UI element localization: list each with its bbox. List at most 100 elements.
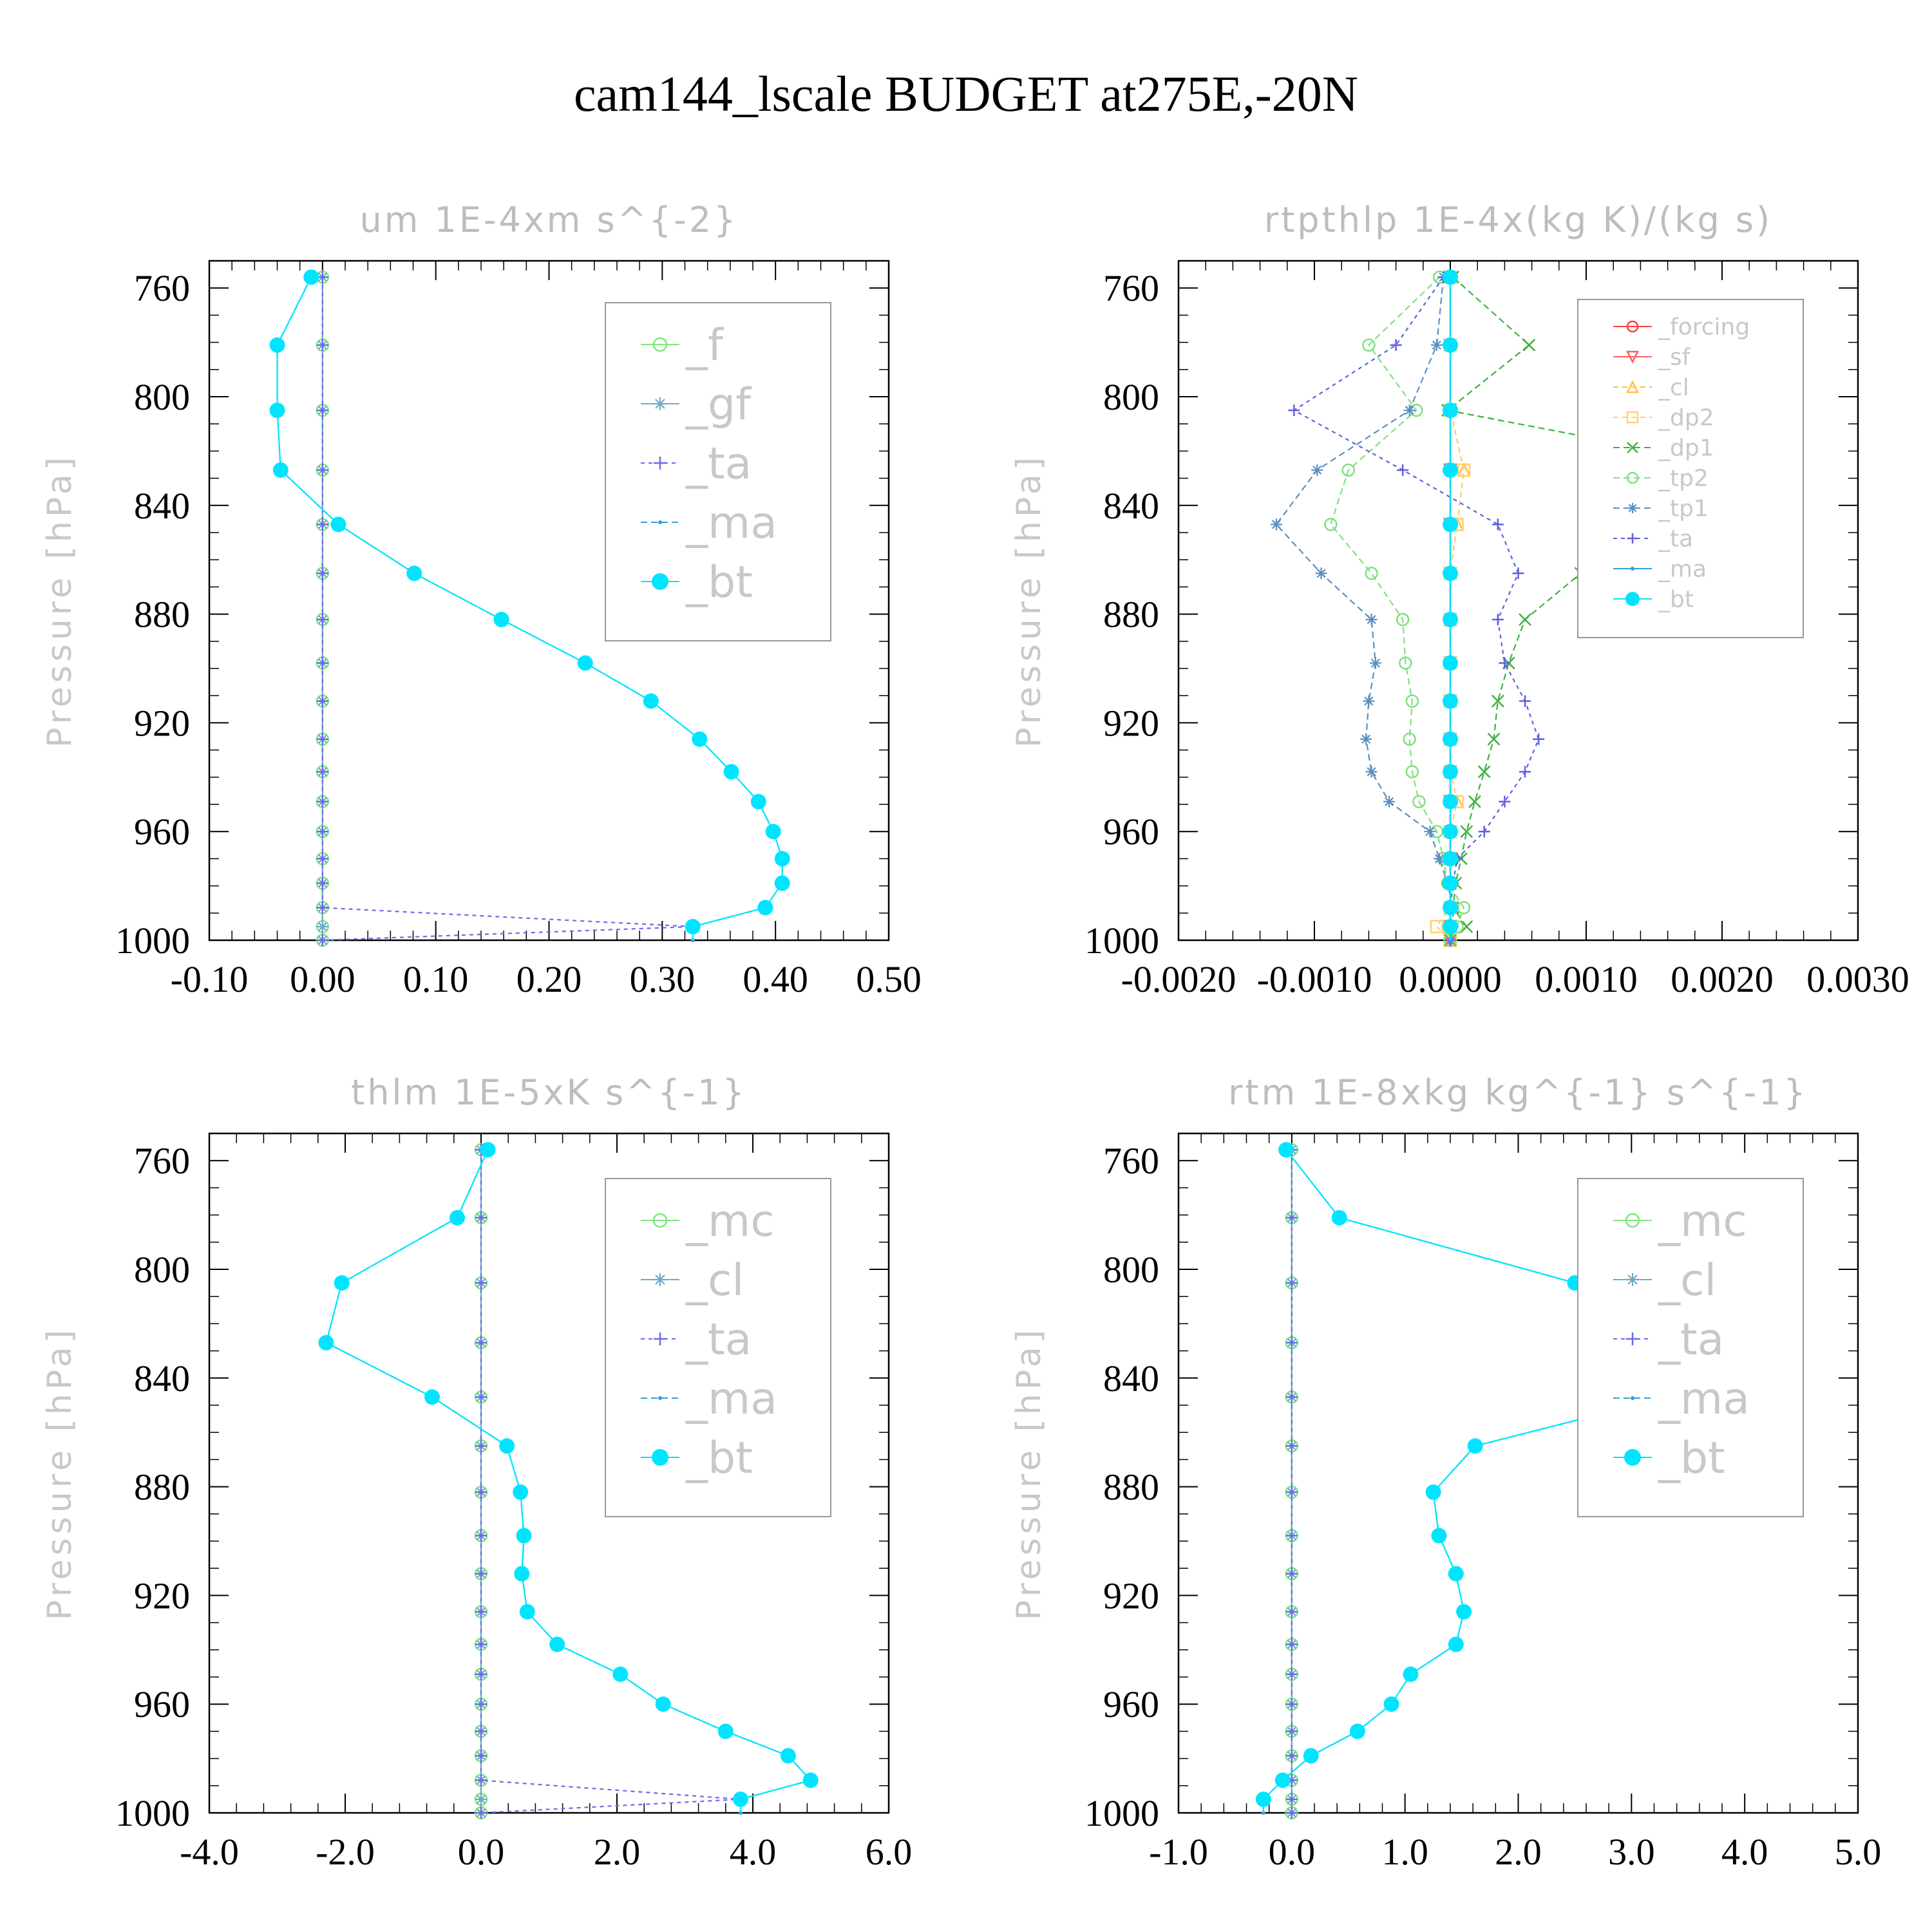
data-point bbox=[1626, 320, 1639, 333]
data-point bbox=[1443, 693, 1458, 709]
data-point bbox=[269, 337, 285, 353]
x-tick-label: 0.0030 bbox=[1806, 958, 1909, 1000]
panels: um 1E-4xm s^{-2}Pressure [hPa]-0.10 0.00 0… bbox=[41, 200, 1909, 1873]
data-point bbox=[1522, 338, 1536, 352]
x-tick-label: -0.0020 bbox=[1121, 958, 1236, 1000]
x-tick-label: 2.0 bbox=[1495, 1831, 1542, 1873]
data-point bbox=[475, 1440, 487, 1452]
data-point bbox=[1443, 918, 1458, 934]
legend-label: _ta bbox=[1658, 526, 1693, 553]
data-point bbox=[316, 733, 328, 745]
data-point bbox=[1424, 826, 1436, 838]
data-point bbox=[1278, 1142, 1294, 1158]
y-tick-label: 840 bbox=[1103, 1358, 1159, 1399]
data-point bbox=[1478, 826, 1490, 838]
legend-label: _bt bbox=[1658, 587, 1694, 613]
x-tick-label: -0.0010 bbox=[1257, 958, 1372, 1000]
data-point bbox=[774, 875, 790, 891]
data-point bbox=[643, 693, 659, 709]
data-point bbox=[1443, 402, 1458, 419]
chart-panel-4: rtm 1E-8xkg kg^{-1} s^{-1} Pressure [hPa]… bbox=[1010, 1072, 1881, 1873]
y-tick-label: 880 bbox=[134, 594, 190, 636]
data-point bbox=[757, 900, 773, 916]
data-point bbox=[475, 1336, 487, 1349]
x-tick-label: 0.0010 bbox=[1535, 958, 1638, 1000]
y-tick-label: 1000 bbox=[1084, 1792, 1159, 1834]
legend-label: _ta bbox=[685, 439, 752, 489]
data-point bbox=[733, 1791, 749, 1807]
data-point bbox=[1285, 1793, 1298, 1805]
series-tp2 bbox=[1324, 270, 1471, 947]
legend-label: _cl bbox=[1658, 375, 1689, 401]
y-tick-label: 1000 bbox=[115, 920, 190, 961]
data-point bbox=[1631, 1396, 1634, 1400]
data-point bbox=[1443, 655, 1458, 671]
data-point bbox=[475, 1567, 487, 1580]
x-tick-label: 0.50 bbox=[856, 958, 922, 1000]
y-tick-label: 760 bbox=[134, 267, 190, 309]
series-line bbox=[1330, 276, 1465, 941]
x-tick-label: 4.0 bbox=[1721, 1831, 1768, 1873]
data-point bbox=[1443, 875, 1458, 891]
data-point bbox=[1631, 567, 1634, 571]
y-tick-label: 760 bbox=[1103, 1140, 1159, 1182]
data-point bbox=[475, 1391, 487, 1403]
x-tick-label: 0.40 bbox=[743, 958, 808, 1000]
data-point bbox=[1626, 411, 1639, 424]
data-point bbox=[658, 1396, 662, 1400]
data-point bbox=[513, 1484, 529, 1501]
legend-box bbox=[1577, 299, 1804, 638]
panel-title: rtpthlp 1E-4x(kg K)/(kg s) bbox=[1264, 200, 1772, 240]
chart-panel-2: rtpthlp 1E-4x(kg K)/(kg s) Pressure [hPa]… bbox=[1010, 200, 1909, 1000]
data-point bbox=[1285, 1486, 1298, 1499]
series-line bbox=[1293, 276, 1540, 940]
legend-label: _mc bbox=[1658, 1196, 1747, 1247]
data-point bbox=[1285, 1807, 1298, 1819]
data-point bbox=[475, 1725, 487, 1738]
data-point bbox=[1627, 503, 1638, 513]
legend-label: _ma bbox=[685, 1374, 777, 1425]
data-point bbox=[1288, 404, 1300, 417]
legend-box bbox=[605, 1178, 831, 1517]
series-ta bbox=[475, 1144, 747, 1819]
data-point bbox=[475, 1277, 487, 1289]
legend-label: _sf bbox=[1658, 345, 1691, 371]
legend-label: _f bbox=[685, 320, 724, 371]
data-point bbox=[316, 404, 328, 417]
legend-box bbox=[605, 302, 831, 641]
data-point bbox=[654, 397, 667, 410]
legend-label: _bt bbox=[685, 557, 753, 608]
data-point bbox=[1519, 766, 1531, 778]
data-point bbox=[1311, 464, 1323, 476]
data-point bbox=[1443, 269, 1458, 285]
x-tick-label: 0.30 bbox=[630, 958, 696, 1000]
legend-label: _bt bbox=[1658, 1433, 1725, 1484]
series-line bbox=[321, 277, 693, 942]
y-tick-label: 840 bbox=[134, 1358, 190, 1399]
data-point bbox=[475, 1750, 487, 1762]
data-point bbox=[1285, 1336, 1298, 1349]
data-point bbox=[1443, 824, 1458, 840]
y-tick-label: 760 bbox=[1103, 267, 1159, 309]
data-point bbox=[1443, 612, 1458, 628]
legend-label: _ma bbox=[1658, 556, 1707, 583]
data-point bbox=[1519, 695, 1531, 707]
legend-label: _dp1 bbox=[1658, 435, 1714, 462]
data-point bbox=[1255, 1791, 1271, 1807]
legend-label: _ma bbox=[685, 498, 777, 549]
data-point bbox=[1499, 795, 1511, 808]
data-point bbox=[1403, 732, 1416, 746]
y-axis-label: Pressure [hPa] bbox=[41, 1326, 79, 1620]
legend-label: _ma bbox=[1658, 1374, 1750, 1425]
data-point bbox=[654, 1273, 667, 1286]
data-point bbox=[1369, 657, 1381, 669]
data-point bbox=[1460, 920, 1473, 933]
y-tick-label: 960 bbox=[1103, 811, 1159, 853]
data-point bbox=[1468, 795, 1481, 808]
data-point bbox=[1443, 851, 1458, 867]
panel-title: um 1E-4xm s^{-2} bbox=[360, 200, 739, 240]
data-point bbox=[1443, 462, 1458, 478]
data-point bbox=[1403, 404, 1416, 417]
y-axis-label: Pressure [hPa] bbox=[1010, 453, 1048, 748]
